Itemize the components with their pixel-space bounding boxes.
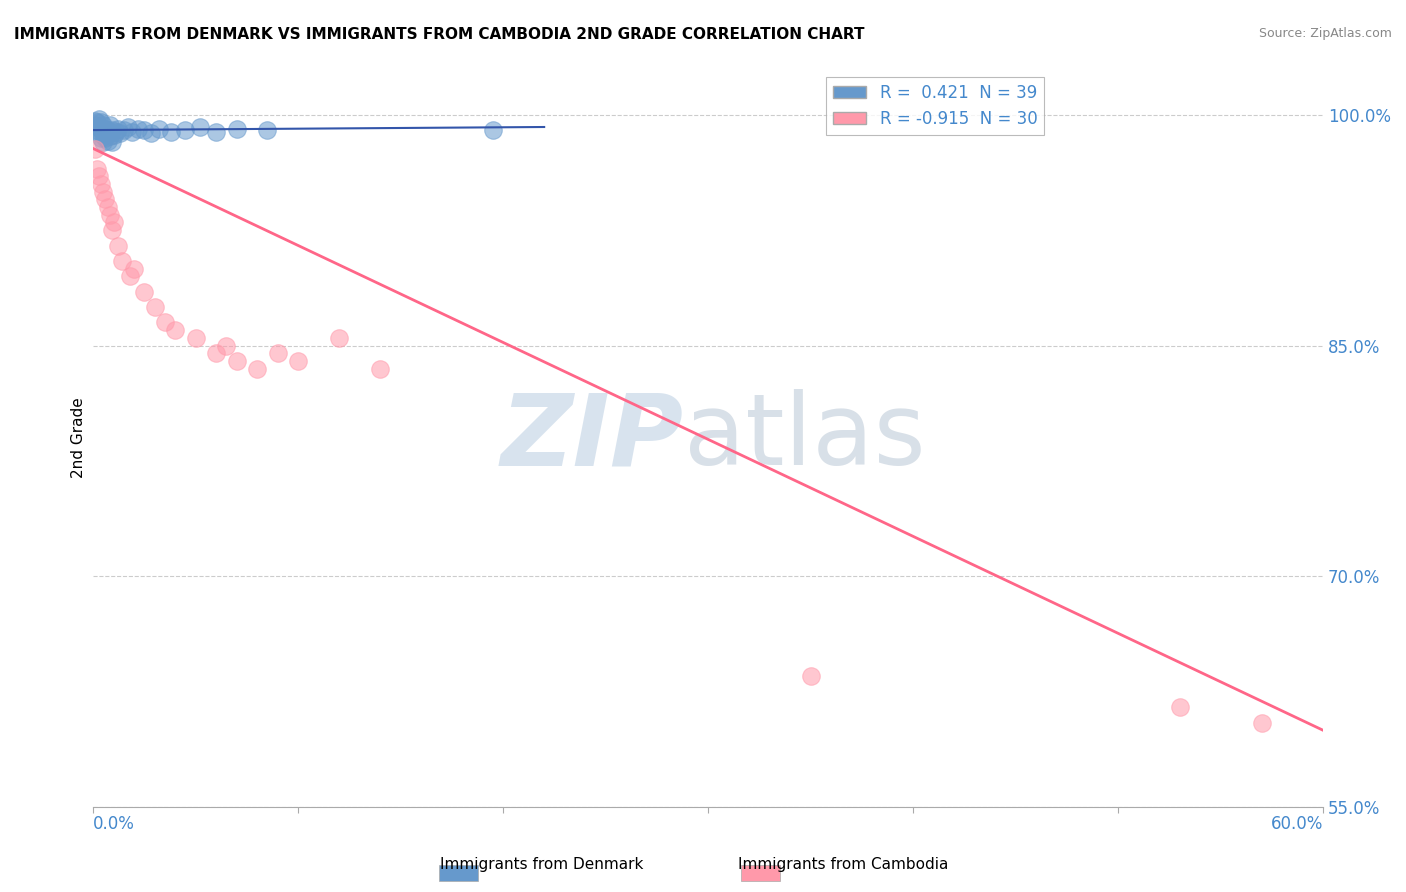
Point (90, 115, 112, 129)
Point (1250, 715, 1272, 730)
Point (107, 121, 129, 136)
Point (482, 123, 505, 137)
Point (86, 115, 108, 129)
Point (84, 119, 107, 133)
Point (165, 323, 187, 337)
Point (93, 136, 115, 150)
Point (225, 354, 247, 368)
Point (215, 338, 238, 352)
Point (108, 126, 131, 140)
Point (84, 113, 107, 128)
Point (90, 123, 112, 137)
Point (287, 354, 309, 368)
Text: Immigrants from Denmark: Immigrants from Denmark (440, 857, 643, 872)
Point (103, 215, 125, 229)
Point (148, 121, 170, 136)
Point (96, 200, 118, 214)
Legend: R =  0.421  N = 39, R = -0.915  N = 30: R = 0.421 N = 39, R = -0.915 N = 30 (827, 77, 1045, 135)
Point (89, 120, 111, 134)
Point (90, 130, 112, 145)
Text: Immigrants from Cambodia: Immigrants from Cambodia (738, 857, 949, 872)
Point (100, 123, 122, 137)
Text: IMMIGRANTS FROM DENMARK VS IMMIGRANTS FROM CAMBODIA 2ND GRADE CORRELATION CHART: IMMIGRANTS FROM DENMARK VS IMMIGRANTS FR… (14, 27, 865, 42)
Point (121, 125, 143, 139)
Point (94, 121, 117, 136)
Point (111, 253, 134, 268)
Point (89, 169, 111, 184)
Point (205, 346, 228, 360)
Point (98, 119, 121, 133)
Point (139, 126, 162, 140)
Point (225, 121, 247, 136)
Point (96, 123, 118, 137)
Point (246, 361, 269, 376)
Point (103, 128, 125, 142)
Point (134, 123, 156, 137)
Point (205, 125, 228, 139)
Point (89, 126, 111, 140)
Point (107, 238, 129, 252)
Y-axis label: 2nd Grade: 2nd Grade (72, 398, 86, 478)
Point (368, 361, 391, 376)
Point (104, 125, 127, 139)
Point (120, 269, 142, 284)
Point (84, 142, 107, 156)
Text: Source: ZipAtlas.com: Source: ZipAtlas.com (1258, 27, 1392, 40)
Point (143, 300, 166, 314)
Point (90, 177, 112, 191)
Point (153, 315, 176, 329)
Point (256, 123, 278, 137)
Point (94, 192, 117, 206)
Point (100, 136, 122, 150)
Point (328, 331, 350, 345)
Text: 0.0%: 0.0% (93, 815, 135, 833)
Point (1168, 700, 1191, 714)
Point (86, 123, 108, 137)
Point (117, 120, 139, 134)
Point (98, 129, 121, 144)
Point (93, 126, 115, 140)
Point (86, 161, 108, 176)
Point (160, 125, 183, 139)
Point (266, 346, 288, 360)
Point (93, 119, 115, 133)
Point (94, 130, 117, 145)
Point (122, 261, 145, 276)
Point (174, 123, 197, 137)
Point (184, 331, 207, 345)
Text: atlas: atlas (683, 390, 925, 486)
Point (93, 185, 115, 199)
Point (800, 669, 823, 683)
Point (89, 112, 111, 127)
Text: ZIP: ZIP (501, 390, 683, 486)
Point (188, 120, 211, 134)
Point (112, 123, 135, 137)
Point (100, 223, 122, 237)
Point (134, 285, 156, 299)
Point (127, 121, 149, 136)
Point (96, 134, 118, 148)
Point (98, 208, 121, 222)
Text: 60.0%: 60.0% (1271, 815, 1323, 833)
